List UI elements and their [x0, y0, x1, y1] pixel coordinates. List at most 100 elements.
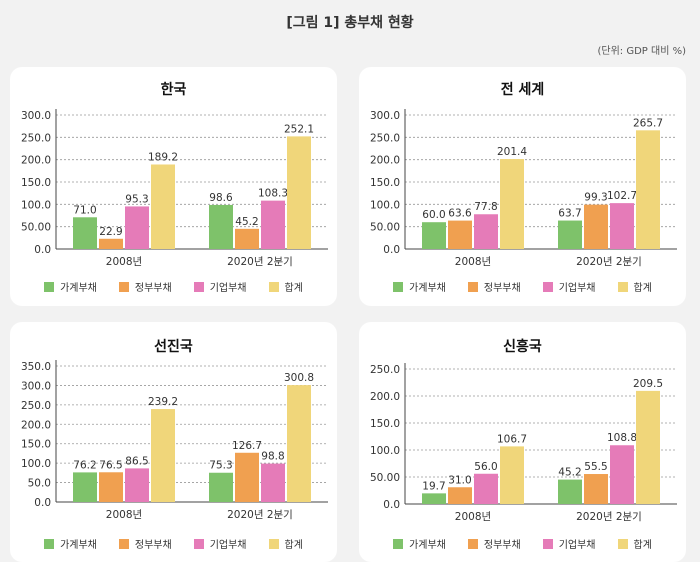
y-tick-label: 350.0 [21, 361, 51, 373]
legend-item: 정부부채 [118, 279, 172, 294]
bar [500, 159, 524, 249]
data-label: 55.5 [584, 461, 607, 473]
x-tick-label: 2008년 [106, 509, 142, 521]
figure-title: [그림 1] 총부채 현황 [286, 15, 414, 31]
bar [448, 487, 472, 504]
legend-label: 합계 [633, 540, 652, 551]
y-tick-label: 50.0 [28, 478, 51, 490]
data-label: 77.8 [474, 201, 497, 213]
legend-item: 기업부채 [193, 536, 247, 551]
legend-item: 정부부채 [467, 536, 521, 551]
y-tick-label: 150.0 [370, 418, 400, 430]
legend-swatch [268, 281, 279, 292]
y-tick-label: 50.00 [21, 222, 51, 234]
y-tick-label: 0.0 [34, 497, 51, 509]
legend-label: 정부부채 [134, 540, 172, 551]
bar [558, 220, 582, 249]
y-tick-label: 250.0 [21, 400, 51, 412]
legend-item: 정부부채 [118, 536, 172, 551]
bar [448, 220, 472, 249]
legend-swatch [542, 281, 553, 292]
chart-legend: 가계부채 정부부채 기업부채 합계 [10, 279, 337, 294]
data-label: 106.7 [497, 433, 527, 445]
legend-label: 정부부채 [483, 540, 521, 551]
bar [151, 164, 175, 249]
bar [151, 409, 175, 502]
legend-swatch [118, 281, 129, 292]
y-tick-label: 250.0 [370, 364, 400, 376]
data-label: 98.6 [209, 192, 233, 204]
chart-title: 선진국 [154, 339, 193, 355]
legend-item: 기업부채 [193, 279, 247, 294]
data-label: 31.0 [448, 474, 471, 486]
y-tick-label: 300.0 [370, 110, 400, 122]
x-tick-label: 2020년 2분기 [227, 509, 293, 521]
bar [235, 452, 259, 502]
legend-label: 가계부채 [409, 540, 446, 551]
chart-svg-advanced: 0.0 50.0 100.0 150.0 200.0 250.0 300.0 350.0 76.… [21, 360, 328, 521]
chart-title: 신흥국 [503, 339, 542, 355]
data-label: 189.2 [148, 151, 178, 163]
legend-item: 합계 [617, 279, 652, 294]
bar [99, 472, 123, 502]
y-tick-label: 200.0 [21, 155, 51, 167]
data-label: 252.1 [284, 123, 314, 135]
bar [558, 479, 582, 504]
unit-label: (단위: GDP 대비 %) [597, 46, 687, 57]
chart-card-korea: 한국 0.0 50.00 100.0 150.0 200.0 250.0 300.0 71.0 2… [10, 67, 337, 306]
legend-item: 합계 [617, 536, 652, 551]
data-label: 102.7 [607, 190, 637, 202]
bar [474, 214, 498, 249]
legend-label: 기업부채 [558, 283, 596, 294]
data-label: 76.5 [99, 459, 122, 471]
legend-label: 합계 [284, 540, 303, 551]
bar [235, 228, 259, 249]
chart-title: 전 세계 [500, 82, 545, 98]
data-label: 201.4 [497, 146, 527, 158]
y-tick-label: 0.0 [383, 244, 400, 256]
data-label: 56.0 [474, 461, 497, 473]
x-tick-label: 2020년 2분기 [576, 256, 642, 268]
bar [261, 200, 285, 249]
legend-label: 합계 [284, 283, 303, 294]
data-label: 86.5 [125, 455, 148, 467]
legend-swatch [118, 538, 129, 549]
legend-label: 정부부채 [483, 283, 521, 294]
legend-label: 기업부채 [558, 540, 596, 551]
bar [287, 136, 311, 249]
legend-label: 합계 [633, 283, 652, 294]
data-label: 63.6 [448, 208, 472, 220]
x-tick-label: 2008년 [106, 256, 142, 268]
legend-label: 기업부채 [209, 540, 247, 551]
x-tick-label: 2008년 [455, 256, 491, 268]
legend-swatch [467, 538, 478, 549]
data-label: 63.7 [558, 208, 581, 220]
legend-swatch [617, 538, 628, 549]
bar [584, 474, 608, 504]
chart-card-world: 전 세계 0.0 50.00 100.0 150.0 200.0 250.0 300.0 60.… [359, 67, 686, 306]
legend-label: 가계부채 [60, 283, 97, 294]
chart-svg-korea: 0.0 50.00 100.0 150.0 200.0 250.0 300.0 71.022.… [21, 109, 328, 268]
legend-item: 가계부채 [44, 536, 97, 551]
legend-swatch [617, 281, 628, 292]
y-tick-label: 150.0 [370, 177, 400, 189]
data-label: 209.5 [633, 378, 663, 390]
data-label: 45.2 [235, 216, 258, 228]
bar [125, 468, 149, 502]
bar [73, 217, 97, 249]
y-tick-label: 100.0 [370, 199, 400, 211]
legend-item: 정부부채 [467, 279, 521, 294]
legend-swatch [542, 538, 553, 549]
data-label: 265.7 [633, 117, 663, 129]
data-label: 60.0 [422, 209, 445, 221]
y-tick-label: 200.0 [370, 391, 400, 403]
data-label: 126.7 [232, 440, 262, 452]
y-tick-label: 50.00 [370, 472, 400, 484]
y-tick-label: 250.0 [370, 132, 400, 144]
chart-card-emerging: 신흥국 0.0 50.00 100.0 150.0 200.0 250.0 19.7 31.0 5… [359, 322, 686, 562]
legend-swatch [393, 281, 404, 292]
legend-swatch [193, 538, 204, 549]
bar [209, 472, 233, 502]
legend-swatch [393, 538, 404, 549]
data-label: 45.2 [558, 467, 581, 479]
